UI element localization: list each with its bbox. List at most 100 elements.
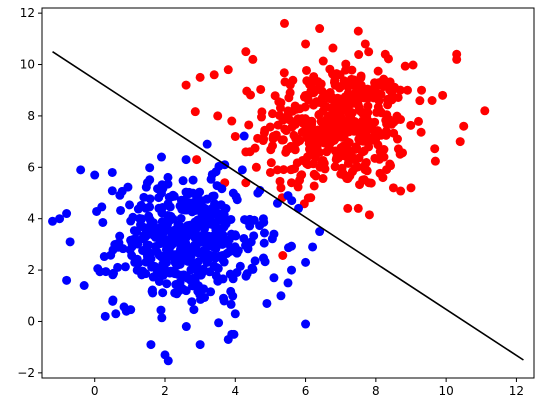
series-1-point xyxy=(180,195,190,205)
series-0-point xyxy=(378,173,388,183)
series-0-point xyxy=(370,153,380,163)
series-1-point xyxy=(218,230,228,240)
series-0-point xyxy=(230,131,240,141)
series-1-point xyxy=(195,340,205,350)
series-0-point xyxy=(317,93,327,103)
series-0-points xyxy=(181,18,490,260)
series-1-point xyxy=(181,187,191,197)
series-0-point xyxy=(314,110,324,120)
series-1-point xyxy=(222,215,232,225)
series-0-point xyxy=(353,26,363,36)
points-layer xyxy=(48,18,490,366)
series-0-point xyxy=(278,135,288,145)
series-0-point xyxy=(293,182,303,192)
series-0-point xyxy=(455,137,465,147)
series-0-point xyxy=(388,183,398,193)
series-0-point xyxy=(318,158,328,168)
series-0-point xyxy=(336,81,346,91)
series-1-point xyxy=(100,311,110,321)
series-0-point xyxy=(427,96,437,105)
series-1-point xyxy=(178,176,188,186)
series-1-point xyxy=(239,233,249,243)
series-1-point xyxy=(188,222,198,232)
series-0-point xyxy=(328,43,338,53)
series-1-point xyxy=(178,247,188,257)
series-0-point xyxy=(340,92,350,102)
series-1-point xyxy=(276,291,286,301)
series-0-point xyxy=(350,81,360,91)
series-1-point xyxy=(226,299,236,309)
series-1-point xyxy=(212,181,222,191)
series-0-point xyxy=(357,147,367,157)
series-1-point xyxy=(301,319,311,329)
series-0-point xyxy=(334,127,344,137)
series-1-point xyxy=(128,235,138,245)
series-1-point xyxy=(162,279,172,289)
series-0-point xyxy=(430,144,440,154)
series-0-point xyxy=(417,85,427,95)
series-1-point xyxy=(107,167,117,177)
series-0-point xyxy=(364,178,374,188)
series-0-point xyxy=(349,153,359,163)
series-0-point xyxy=(300,102,310,112)
series-1-point xyxy=(196,215,206,225)
series-0-point xyxy=(373,140,383,150)
series-0-point xyxy=(343,158,353,168)
series-1-point xyxy=(183,256,193,266)
x-tick-label: 6 xyxy=(302,384,310,398)
series-1-point xyxy=(216,200,226,210)
series-1-point xyxy=(163,172,173,182)
series-0-point xyxy=(284,93,294,103)
series-0-point xyxy=(415,96,425,106)
series-1-point xyxy=(111,309,121,319)
x-tick-label: 0 xyxy=(91,384,99,398)
series-0-point xyxy=(302,65,312,75)
series-0-point xyxy=(381,130,391,140)
series-0-point xyxy=(408,60,418,70)
series-0-point xyxy=(362,107,372,117)
series-0-point xyxy=(292,117,302,127)
series-1-point xyxy=(168,239,178,249)
series-1-point xyxy=(308,242,318,252)
series-0-point xyxy=(276,183,286,193)
series-0-point xyxy=(190,107,200,117)
series-0-point xyxy=(317,126,327,136)
series-0-point xyxy=(416,127,426,137)
series-1-point xyxy=(76,165,86,175)
series-0-point xyxy=(388,85,398,95)
series-0-point xyxy=(368,90,378,100)
series-1-point xyxy=(222,249,232,259)
series-0-point xyxy=(253,133,263,143)
series-0-point xyxy=(259,128,269,138)
series-0-point xyxy=(302,133,312,143)
series-0-point xyxy=(280,77,290,87)
series-0-point xyxy=(257,107,267,117)
y-axis-ticks: −2 0 2 4 6 8 10 12 xyxy=(17,6,42,380)
series-0-point xyxy=(358,116,367,126)
series-0-point xyxy=(402,85,412,95)
series-0-point xyxy=(333,104,343,114)
series-1-point xyxy=(258,214,268,224)
series-0-point xyxy=(318,174,328,184)
series-1-point xyxy=(188,175,198,185)
series-1-point xyxy=(183,273,193,283)
series-1-point xyxy=(315,227,325,237)
series-0-point xyxy=(251,162,261,172)
series-1-point xyxy=(92,206,102,216)
series-1-point xyxy=(107,186,117,196)
series-0-point xyxy=(256,84,266,94)
series-0-point xyxy=(241,47,251,57)
series-1-point xyxy=(137,214,147,224)
series-0-point xyxy=(265,167,275,177)
series-1-point xyxy=(62,275,72,285)
series-1-point xyxy=(197,196,207,206)
series-1-point xyxy=(223,334,233,344)
series-1-point xyxy=(113,262,123,272)
series-0-point xyxy=(246,90,255,100)
series-1-point xyxy=(213,276,223,286)
series-0-point xyxy=(316,79,326,89)
series-1-point xyxy=(249,215,259,225)
y-tick-label: 12 xyxy=(20,6,35,20)
series-1-point xyxy=(203,216,213,226)
